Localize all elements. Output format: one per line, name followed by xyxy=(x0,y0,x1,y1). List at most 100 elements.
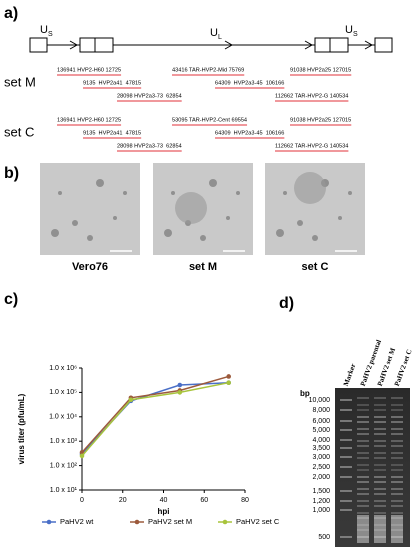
unit-label: bp xyxy=(300,389,310,398)
primer-fragment: 53095 TAR-HVP2-Cent 69554 xyxy=(172,117,247,123)
size-label: 3,000 xyxy=(312,454,330,461)
data-point xyxy=(226,374,231,379)
legend-marker xyxy=(46,519,52,525)
legend-label: PaHV2 set C xyxy=(236,517,280,526)
image-caption: Vero76 xyxy=(72,261,108,273)
cell xyxy=(209,179,217,187)
image-caption: set C xyxy=(302,261,329,273)
primer-fragment: 136941 HVP2-H60 12725 xyxy=(57,117,121,123)
primer-fragment: 28098 HVP2a3-73 62854 xyxy=(117,143,182,149)
cell xyxy=(338,216,342,220)
cell xyxy=(226,216,230,220)
region-label: U xyxy=(210,27,218,39)
primer-fragment: 112662 TAR-HVP2-G 140534 xyxy=(275,143,348,149)
primer-fragment: 112662 TAR-HVP2-G 140534 xyxy=(275,93,348,99)
cells xyxy=(51,179,127,241)
primer-fragment: 91038 HVP2a25 127015 xyxy=(290,67,351,73)
panel-label: a) xyxy=(4,5,18,22)
cell xyxy=(164,229,172,237)
x-tick-label: 80 xyxy=(241,497,249,504)
cell xyxy=(297,220,303,226)
x-tick-label: 0 xyxy=(80,497,84,504)
x-tick-label: 20 xyxy=(119,497,127,504)
cell xyxy=(87,235,93,241)
data-point xyxy=(177,390,183,395)
y-tick-label: 1.0 x 10¹ xyxy=(50,487,78,494)
smear xyxy=(357,515,369,543)
panel-label: c) xyxy=(4,291,18,308)
cell xyxy=(200,235,206,241)
size-label: 8,000 xyxy=(312,407,330,414)
lane-label: PaHV2 set C xyxy=(393,348,414,387)
panel-label: b) xyxy=(4,165,19,182)
y-tick-label: 1.0 x 10⁶ xyxy=(49,365,77,372)
cell xyxy=(312,235,318,241)
x-tick-label: 60 xyxy=(200,497,208,504)
cell xyxy=(51,229,59,237)
size-label: 4,000 xyxy=(312,437,330,444)
legend-marker xyxy=(134,519,140,525)
cell xyxy=(113,216,117,220)
region-subscript: L xyxy=(218,34,222,41)
size-label: 500 xyxy=(318,534,330,541)
genome-map xyxy=(29,37,393,53)
region-label: U xyxy=(345,24,353,36)
y-axis-label: virus titer (pfu/mL) xyxy=(17,393,26,464)
micrograph xyxy=(40,163,140,255)
primer-fragment: 9135 HVP2a41 47815 xyxy=(83,130,141,136)
x-axis-label: hpi xyxy=(158,507,170,516)
lane-label: Marker xyxy=(342,363,357,388)
size-label: 1,000 xyxy=(312,507,330,514)
cell xyxy=(348,191,352,195)
series-line xyxy=(81,381,229,455)
series-line xyxy=(81,381,229,457)
cell xyxy=(276,229,284,237)
size-label: 1,500 xyxy=(312,488,330,495)
size-label: 2,000 xyxy=(312,474,330,481)
cell xyxy=(96,179,104,187)
size-label: 10,000 xyxy=(309,397,331,404)
region-subscript: S xyxy=(353,31,358,38)
image-caption: set M xyxy=(189,261,217,273)
y-tick-label: 1.0 x 10⁴ xyxy=(49,414,77,421)
cell xyxy=(123,191,127,195)
cell xyxy=(236,191,240,195)
cell xyxy=(171,191,175,195)
region-subscript: S xyxy=(48,31,53,38)
size-label: 6,000 xyxy=(312,418,330,425)
set-name: set C xyxy=(4,124,34,139)
plaque xyxy=(294,172,326,204)
size-label: 3,500 xyxy=(312,445,330,452)
smear xyxy=(391,515,403,543)
data-point xyxy=(177,382,183,388)
data-point xyxy=(226,380,231,385)
size-label: 5,000 xyxy=(312,427,330,434)
cell xyxy=(58,191,62,195)
region-label: U xyxy=(40,24,48,36)
data-point xyxy=(128,397,134,403)
size-label: 1,200 xyxy=(312,498,330,505)
primer-fragment: 91038 HVP2a25 127015 xyxy=(290,117,351,123)
plaque xyxy=(175,192,207,224)
smear xyxy=(374,515,386,543)
x-tick-label: 40 xyxy=(160,497,168,504)
panel-label: d) xyxy=(279,295,294,312)
primer-fragment: 64309 HVP2a3-45 106166 xyxy=(215,130,284,136)
legend-label: PaHV2 wt xyxy=(60,517,94,526)
series-line xyxy=(81,375,229,453)
legend-label: PaHV2 set M xyxy=(148,517,192,526)
y-tick-label: 1.0 x 10³ xyxy=(50,438,78,445)
primer-fragment: 43416 TAR-HVP2-Mid 75769 xyxy=(172,67,244,73)
size-label: 2,500 xyxy=(312,464,330,471)
primer-fragment: 28098 HVP2a3-73 62854 xyxy=(117,93,182,99)
set-name: set M xyxy=(4,74,36,89)
cell xyxy=(72,220,78,226)
primer-fragment: 9135 HVP2a41 47815 xyxy=(83,80,141,86)
primer-fragment: 136941 HVP2-H60 12725 xyxy=(57,67,121,73)
primer-fragment: 64309 HVP2a3-45 106166 xyxy=(215,80,284,86)
legend-marker xyxy=(222,519,228,525)
data-point xyxy=(79,453,85,459)
cells xyxy=(164,179,240,241)
y-tick-label: 1.0 x 10⁵ xyxy=(49,389,77,396)
